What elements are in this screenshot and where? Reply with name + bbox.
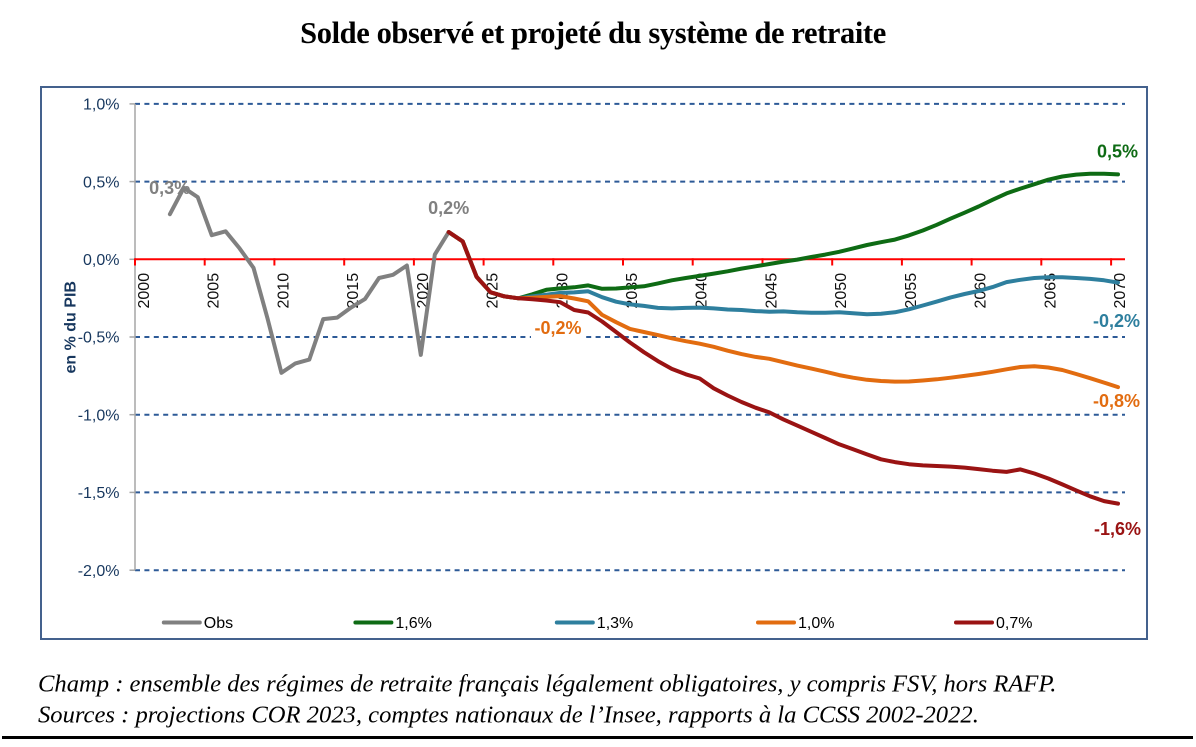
svg-text:2065: 2065 <box>1042 273 1059 309</box>
svg-text:-0,5%: -0,5% <box>78 330 120 347</box>
svg-text:0,5%: 0,5% <box>83 174 119 191</box>
svg-text:-2,0%: -2,0% <box>78 563 120 580</box>
svg-text:-1,6%: -1,6% <box>1094 519 1141 539</box>
svg-text:2030: 2030 <box>554 273 571 309</box>
svg-text:2010: 2010 <box>275 273 292 309</box>
svg-text:-0,2%: -0,2% <box>534 318 581 338</box>
svg-text:Champ : ensemble des régimes d: Champ : ensemble des régimes de retraite… <box>38 671 1056 698</box>
svg-text:1,0%: 1,0% <box>798 615 834 632</box>
svg-text:1,6%: 1,6% <box>395 615 431 632</box>
svg-text:-1,5%: -1,5% <box>78 485 120 502</box>
svg-text:2070: 2070 <box>1112 273 1129 309</box>
svg-text:1,0%: 1,0% <box>83 97 119 114</box>
svg-text:2040: 2040 <box>694 273 711 309</box>
svg-text:2025: 2025 <box>485 273 502 309</box>
svg-text:-1,0%: -1,0% <box>78 407 120 424</box>
svg-text:2055: 2055 <box>903 273 920 309</box>
svg-text:-0,8%: -0,8% <box>1093 391 1140 411</box>
svg-text:Obs: Obs <box>204 615 233 632</box>
svg-text:0,5%: 0,5% <box>1097 142 1138 162</box>
svg-text:Solde observé et projeté du sy: Solde observé et projeté du système de r… <box>300 16 886 50</box>
svg-text:en % du PIB: en % du PIB <box>63 281 80 373</box>
svg-text:0,2%: 0,2% <box>428 198 469 218</box>
svg-text:2035: 2035 <box>624 273 641 309</box>
svg-text:2000: 2000 <box>136 273 153 309</box>
svg-text:2050: 2050 <box>833 273 850 309</box>
svg-text:0,3%: 0,3% <box>149 178 190 198</box>
svg-text:0,0%: 0,0% <box>83 252 119 269</box>
svg-text:0,7%: 0,7% <box>996 615 1032 632</box>
svg-text:2045: 2045 <box>763 273 780 309</box>
svg-text:2015: 2015 <box>345 273 362 309</box>
svg-text:-0,2%: -0,2% <box>1093 311 1140 331</box>
svg-text:1,3%: 1,3% <box>597 615 633 632</box>
svg-text:2005: 2005 <box>206 273 223 309</box>
svg-text:Sources : projections COR 2023: Sources : projections COR 2023, comptes … <box>38 702 979 729</box>
